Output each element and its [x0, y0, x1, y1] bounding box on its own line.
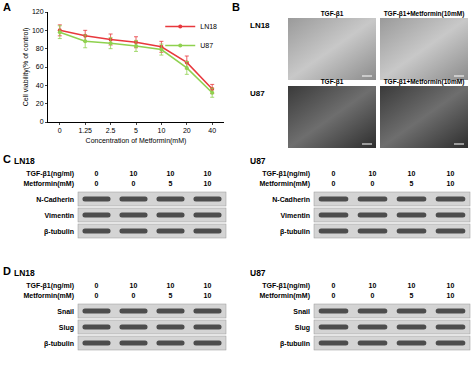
- svg-text:LN18: LN18: [14, 156, 35, 166]
- svg-text:C: C: [3, 153, 11, 165]
- svg-text:Vimentin: Vimentin: [45, 212, 74, 219]
- svg-text:10: 10: [447, 282, 455, 289]
- svg-text:β-tubulin: β-tubulin: [44, 340, 74, 348]
- svg-text:TGF-β1(ng/ml): TGF-β1(ng/ml): [26, 282, 74, 290]
- svg-text:TGF-β1+Metformin(10mM): TGF-β1+Metformin(10mM): [384, 78, 465, 86]
- svg-text:0: 0: [332, 282, 336, 289]
- svg-text:N-Cadherin: N-Cadherin: [36, 196, 74, 203]
- svg-text:TGF-β1(ng/ml): TGF-β1(ng/ml): [262, 170, 310, 178]
- svg-text:10: 10: [130, 170, 138, 177]
- svg-text:0: 0: [132, 180, 136, 187]
- svg-text:0: 0: [95, 282, 99, 289]
- svg-text:0: 0: [95, 292, 99, 299]
- svg-text:TGF-β1(ng/ml): TGF-β1(ng/ml): [26, 170, 74, 178]
- svg-text:0: 0: [95, 170, 99, 177]
- svg-text:10: 10: [167, 170, 175, 177]
- svg-text:10: 10: [167, 282, 175, 289]
- svg-text:U87: U87: [250, 268, 266, 278]
- svg-text:0: 0: [332, 180, 336, 187]
- svg-text:5: 5: [410, 180, 414, 187]
- svg-text:120: 120: [32, 8, 44, 15]
- svg-text:Metformin(mM): Metformin(mM): [259, 180, 310, 188]
- svg-text:LN18: LN18: [200, 23, 217, 30]
- svg-text:0: 0: [58, 127, 62, 134]
- svg-text:Metformin(mM): Metformin(mM): [259, 292, 310, 300]
- svg-text:0: 0: [95, 180, 99, 187]
- svg-text:10: 10: [204, 170, 212, 177]
- svg-text:Snail: Snail: [293, 308, 310, 315]
- svg-text:10: 10: [369, 170, 377, 177]
- svg-text:40: 40: [208, 127, 216, 134]
- svg-text:β-tubulin: β-tubulin: [280, 228, 310, 236]
- svg-text:B: B: [232, 1, 240, 13]
- svg-text:A: A: [3, 1, 11, 13]
- svg-text:0: 0: [332, 292, 336, 299]
- svg-text:0: 0: [40, 118, 44, 125]
- svg-text:Snail: Snail: [57, 308, 74, 315]
- svg-text:5: 5: [169, 292, 173, 299]
- svg-text:5: 5: [169, 180, 173, 187]
- svg-text:Vimentin: Vimentin: [281, 212, 310, 219]
- svg-text:Cell viability(% of control): Cell viability(% of control): [22, 28, 30, 107]
- svg-text:Concentration of Metformin(mM): Concentration of Metformin(mM): [86, 137, 187, 145]
- svg-text:β-tubulin: β-tubulin: [44, 228, 74, 236]
- svg-text:TGF-β1+Metformin(10mM): TGF-β1+Metformin(10mM): [384, 10, 465, 18]
- svg-text:2.5: 2.5: [106, 127, 116, 134]
- svg-text:Slug: Slug: [59, 324, 74, 332]
- svg-text:TGF-β1: TGF-β1: [321, 78, 344, 86]
- svg-text:5: 5: [410, 292, 414, 299]
- svg-text:1.25: 1.25: [78, 127, 92, 134]
- svg-text:10: 10: [204, 292, 212, 299]
- svg-text:U87: U87: [200, 42, 213, 49]
- svg-text:10: 10: [447, 170, 455, 177]
- svg-text:Metformin(mM): Metformin(mM): [23, 180, 74, 188]
- svg-text:5: 5: [134, 127, 138, 134]
- svg-text:10: 10: [204, 282, 212, 289]
- svg-text:100: 100: [32, 27, 44, 34]
- svg-text:D: D: [3, 265, 11, 277]
- svg-text:60: 60: [36, 63, 44, 70]
- svg-text:LN18: LN18: [250, 21, 270, 30]
- svg-text:TGF-β1(ng/ml): TGF-β1(ng/ml): [262, 282, 310, 290]
- svg-text:0: 0: [371, 292, 375, 299]
- svg-text:β-tubulin: β-tubulin: [280, 340, 310, 348]
- svg-text:10: 10: [158, 127, 166, 134]
- svg-text:U87: U87: [250, 89, 265, 98]
- svg-text:Slug: Slug: [295, 324, 310, 332]
- svg-text:80: 80: [36, 45, 44, 52]
- svg-text:U87: U87: [250, 156, 266, 166]
- svg-text:10: 10: [408, 170, 416, 177]
- svg-text:10: 10: [408, 282, 416, 289]
- svg-text:10: 10: [369, 282, 377, 289]
- svg-text:Metformin(mM): Metformin(mM): [23, 292, 74, 300]
- svg-text:0: 0: [371, 180, 375, 187]
- svg-text:N-Cadherin: N-Cadherin: [272, 196, 310, 203]
- svg-text:0: 0: [132, 292, 136, 299]
- svg-text:TGF-β1: TGF-β1: [321, 10, 344, 18]
- svg-text:20: 20: [183, 127, 191, 134]
- svg-text:0: 0: [332, 170, 336, 177]
- svg-text:10: 10: [130, 282, 138, 289]
- svg-text:10: 10: [204, 180, 212, 187]
- svg-text:20: 20: [36, 100, 44, 107]
- svg-text:LN18: LN18: [14, 268, 35, 278]
- svg-text:10: 10: [447, 292, 455, 299]
- svg-text:10: 10: [447, 180, 455, 187]
- svg-text:40: 40: [36, 82, 44, 89]
